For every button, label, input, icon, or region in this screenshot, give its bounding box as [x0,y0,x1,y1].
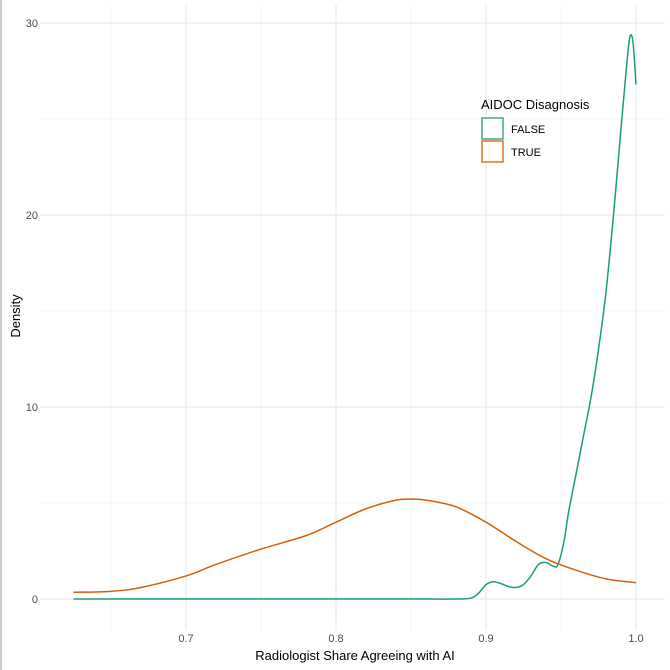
density-line-true [73,498,637,594]
y-tick-label: 10 [26,402,38,414]
minor-y-grid [40,118,665,504]
x-tick-label: 0.8 [328,633,343,645]
series-layer [73,33,637,600]
legend-key-true [481,140,504,163]
legend-key-false [481,117,504,140]
x-tick-label: 0.7 [178,633,193,645]
legend-label-false: FALSE [511,124,545,136]
x-tick-label: 0.9 [478,633,493,645]
y-tick-labels: 0 10 20 30 [26,18,38,606]
x-axis-title: Radiologist Share Agreeing with AI [255,648,454,663]
minor-x-grid [110,5,562,630]
major-x-grid [185,5,637,630]
x-tick-labels: 0.7 0.8 0.9 1.0 [178,633,643,645]
y-tick-label: 0 [32,594,38,606]
y-axis-title: Density [8,294,23,338]
legend-label-true: TRUE [511,147,541,159]
x-tick-label: 1.0 [628,633,643,645]
y-tick-label: 20 [26,210,38,222]
legend-title: AIDOC Disagnosis [481,97,590,112]
y-tick-label: 30 [26,18,38,30]
legend: AIDOC Disagnosis FALSE TRUE [481,97,590,163]
density-line-false [73,33,637,600]
